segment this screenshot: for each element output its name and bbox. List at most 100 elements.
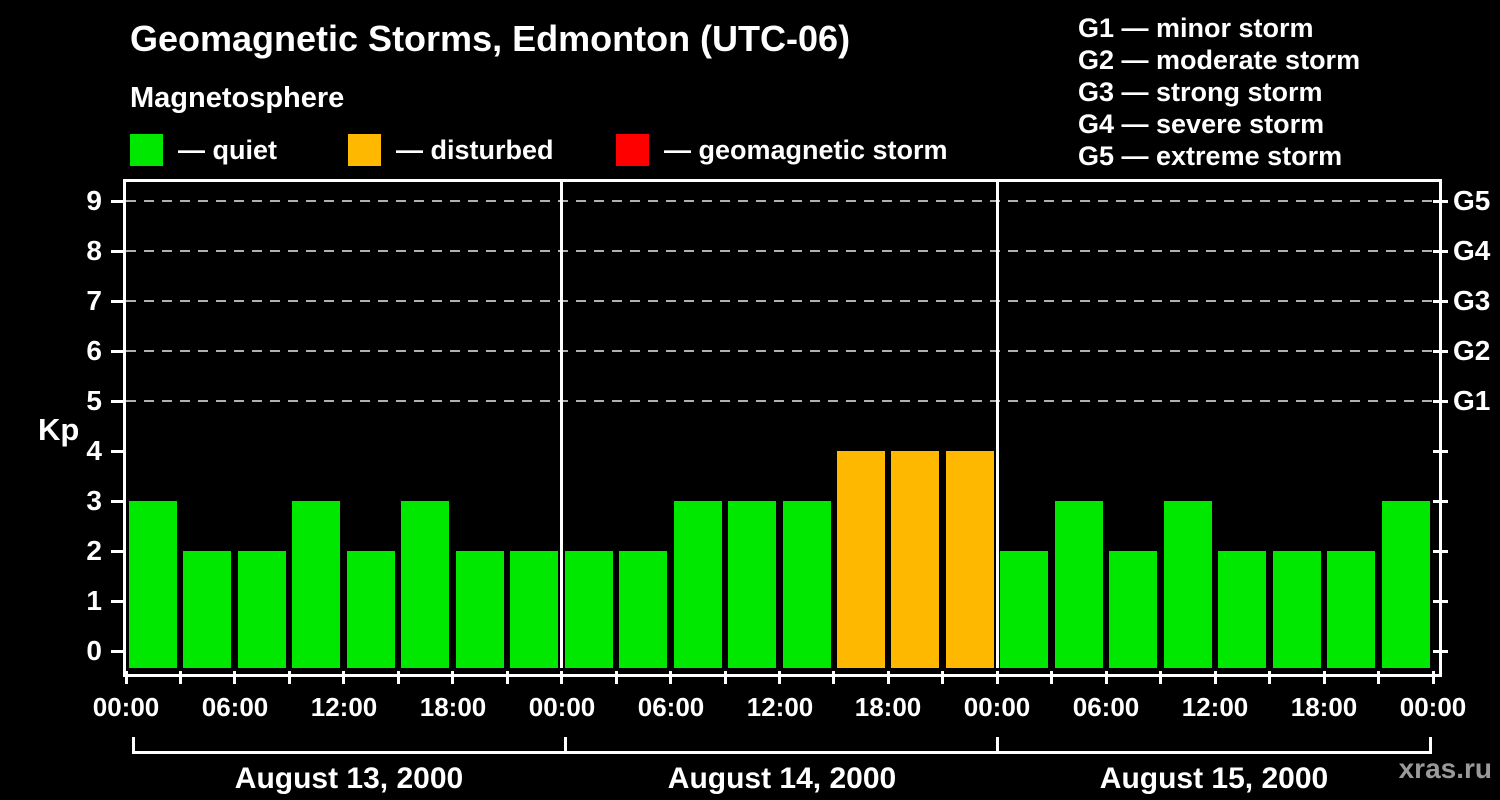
gridline-kp-6 <box>126 350 1433 352</box>
magnetosphere-legend-title: Magnetosphere <box>130 82 345 114</box>
y-axis-tick-right-0 <box>1433 650 1448 653</box>
day-bracket-tick <box>132 737 135 754</box>
x-axis-tick <box>560 671 563 684</box>
x-axis-tick <box>724 671 727 684</box>
y-axis-tick-left-3 <box>111 500 126 503</box>
legend-item-geomagnetic-storm: — geomagnetic storm <box>616 132 948 168</box>
y-axis-label-2: 2 <box>86 535 102 566</box>
kp-bar-day2-h21 <box>946 451 994 668</box>
kp-bar-day2-h0 <box>565 551 613 668</box>
x-axis-time-label: 12:00 <box>1181 692 1249 722</box>
y-axis-tick-right-8 <box>1433 250 1448 253</box>
x-axis-time-label: 12:00 <box>310 692 378 722</box>
x-axis-tick <box>233 671 236 684</box>
date-label: August 15, 2000 <box>1099 762 1329 795</box>
day-bracket-tick <box>996 737 999 754</box>
g-scale-legend-line-1: G1 — minor storm <box>1078 13 1314 43</box>
x-axis-tick <box>941 671 944 684</box>
kp-bar-day1-h15 <box>401 501 449 668</box>
y-axis-tick-left-7 <box>111 300 126 303</box>
kp-bar-day3-h12 <box>1218 551 1266 668</box>
legend-swatch-quiet <box>130 134 163 166</box>
x-axis-time-label: 06:00 <box>201 692 269 722</box>
x-axis-tick <box>397 671 400 684</box>
g-scale-legend: G1 — minor storm G2 — moderate storm G3 — … <box>1078 12 1360 172</box>
x-axis-time-label: 18:00 <box>419 692 487 722</box>
x-axis-tick <box>125 671 128 684</box>
kp-bar-day3-h3 <box>1055 501 1103 668</box>
x-axis-tick <box>996 671 999 684</box>
y-axis-tick-right-9 <box>1433 200 1448 203</box>
y-axis-label-6: 6 <box>86 335 102 366</box>
x-axis-tick <box>506 671 509 684</box>
page-title: Geomagnetic Storms, Edmonton (UTC-06) <box>130 18 851 59</box>
y-axis-tick-right-7 <box>1433 300 1448 303</box>
kp-bar-day2-h12 <box>783 501 831 668</box>
legend-item-quiet: — quiet <box>130 132 430 168</box>
kp-bar-day1-h9 <box>292 501 340 668</box>
y-axis-label-5: 5 <box>86 385 102 416</box>
kp-bar-day3-h9 <box>1164 501 1212 668</box>
kp-bar-day3-h15 <box>1273 551 1321 668</box>
x-axis-tick <box>1323 671 1326 684</box>
x-axis-tick <box>1159 671 1162 684</box>
legend-label-quiet: — quiet <box>178 135 277 165</box>
day-bracket-tick <box>564 737 567 754</box>
x-axis-tick <box>669 671 672 684</box>
right-axis-label-G2: G2 <box>1453 335 1491 366</box>
g-scale-legend-line-3: G3 — strong storm <box>1078 77 1323 107</box>
x-axis-time-label: 18:00 <box>1290 692 1358 722</box>
kp-bar-day1-h12 <box>347 551 395 668</box>
y-axis-tick-right-6 <box>1433 350 1448 353</box>
y-axis-label-7: 7 <box>86 285 102 316</box>
day-separator <box>560 182 563 668</box>
x-axis-tick <box>288 671 291 684</box>
date-label: August 13, 2000 <box>234 762 464 795</box>
y-axis-label-9: 9 <box>86 185 102 216</box>
g-scale-legend-line-5: G5 — extreme storm <box>1078 141 1343 171</box>
x-axis-time-label: 00:00 <box>528 692 596 722</box>
x-axis-tick <box>1105 671 1108 684</box>
kp-bar-day2-h15 <box>837 451 885 668</box>
kp-bar-day1-h3 <box>183 551 231 668</box>
x-axis-time-label: 12:00 <box>746 692 814 722</box>
legend-swatch-geomagnetic-storm <box>616 134 649 166</box>
right-axis-label-G5: G5 <box>1453 185 1491 216</box>
plot-area-border <box>123 179 1442 677</box>
y-axis-tick-right-5 <box>1433 400 1448 403</box>
gridline-kp-8 <box>126 250 1433 252</box>
magnetosphere-legend: — quiet — disturbed — geomagnetic storm <box>0 132 1000 168</box>
y-axis-tick-right-4 <box>1433 450 1448 453</box>
y-axis-title: Kp <box>38 412 80 447</box>
x-axis-tick <box>451 671 454 684</box>
kp-bar-day3-h18 <box>1327 551 1375 668</box>
y-axis-label-8: 8 <box>86 235 102 266</box>
kp-bar-day1-h18 <box>456 551 504 668</box>
kp-bar-day2-h9 <box>728 501 776 668</box>
x-axis-tick <box>1214 671 1217 684</box>
right-axis-label-G3: G3 <box>1453 285 1491 316</box>
y-axis-tick-left-6 <box>111 350 126 353</box>
right-axis-label-G4: G4 <box>1453 235 1491 266</box>
kp-bar-day1-h6 <box>238 551 286 668</box>
x-axis-time-label: 00:00 <box>92 692 160 722</box>
x-axis-time-label: 06:00 <box>1072 692 1140 722</box>
y-axis-tick-right-3 <box>1433 500 1448 503</box>
kp-bar-day3-h6 <box>1109 551 1157 668</box>
day-bracket-tick <box>1429 737 1432 754</box>
watermark: xras.ru <box>1398 753 1492 784</box>
kp-bar-day1-h21 <box>510 551 558 668</box>
kp-bar-day1-h0 <box>129 501 177 668</box>
x-axis-tick <box>1268 671 1271 684</box>
g-scale-legend-line-2: G2 — moderate storm <box>1078 45 1361 75</box>
legend-label-disturbed: — disturbed <box>396 135 554 165</box>
y-axis-label-3: 3 <box>86 485 102 516</box>
legend-item-disturbed: — disturbed <box>348 132 648 168</box>
y-axis-label-1: 1 <box>86 585 102 616</box>
x-axis-tick <box>1432 671 1435 684</box>
gridline-kp-5 <box>126 400 1433 402</box>
day-separator <box>996 182 999 668</box>
y-axis-tick-right-2 <box>1433 550 1448 553</box>
